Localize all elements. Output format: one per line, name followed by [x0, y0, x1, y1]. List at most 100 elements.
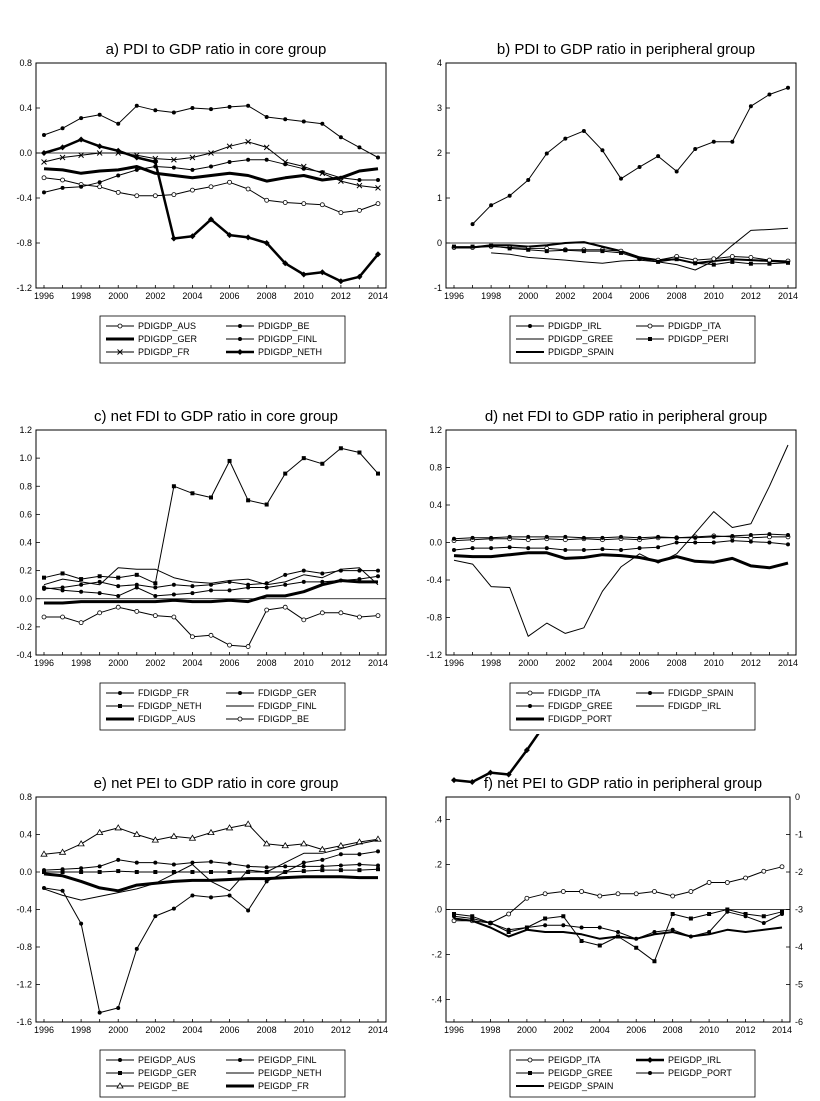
data-point: [189, 154, 196, 161]
x-tick-label: 1996: [34, 1025, 54, 1035]
y-tick-label: 1.0: [19, 453, 32, 463]
chart-a-title: a) PDI to GDP ratio in core group: [106, 41, 327, 58]
x-tick-label: 2002: [145, 1025, 165, 1035]
data-point: [262, 840, 271, 847]
data-point: [338, 178, 344, 184]
legend-label: PDIGDP_FR: [138, 347, 190, 357]
data-point: [780, 912, 784, 916]
data-point: [452, 912, 456, 916]
data-point: [60, 585, 65, 590]
data-point: [97, 610, 103, 616]
legend-label: FDIGDP_BE: [258, 714, 309, 724]
x-tick-label: 1998: [480, 1025, 500, 1035]
data-point: [743, 914, 748, 919]
legend-box: [99, 682, 346, 731]
data-point: [190, 584, 195, 589]
data-point: [227, 588, 232, 593]
data-point: [208, 632, 214, 638]
data-point: [320, 579, 325, 584]
y-tick-label: -1.2: [16, 980, 32, 990]
chart-d-plot-frame: [445, 429, 797, 656]
legend-label: PDIGDP_AUS: [138, 321, 196, 331]
data-point: [97, 864, 102, 869]
series-fdigdp-port: [453, 551, 789, 570]
data-point: [338, 868, 343, 873]
data-point: [357, 207, 362, 213]
data-point: [724, 880, 730, 885]
data-point: [376, 471, 380, 476]
series-line-peigdp-be: [43, 823, 379, 855]
data-point: [561, 914, 566, 919]
legend-box: [99, 315, 346, 364]
y-tick-label: -1.6: [16, 1017, 32, 1027]
legend-label: FDIGDP_GER: [258, 688, 317, 698]
data-point: [134, 609, 140, 614]
data-point: [693, 535, 698, 540]
data-point: [116, 1005, 121, 1010]
series-line-peigdp-fr: [43, 872, 378, 893]
data-point: [97, 180, 102, 185]
data-point: [246, 582, 251, 587]
chart-b-legend: PDIGDP_IRL PDIGDP_ITA PDIGDP_GREE PDIGDP_PE…: [509, 315, 756, 364]
x-tick-label: 2006: [220, 658, 240, 668]
data-point: [730, 538, 735, 543]
data-point: [748, 261, 753, 266]
data-point: [79, 870, 84, 874]
data-point: [338, 852, 343, 857]
data-point: [283, 117, 288, 122]
data-point: [489, 535, 494, 540]
legend-marker: [238, 324, 242, 328]
data-point: [729, 254, 735, 259]
data-point: [264, 607, 270, 613]
legend-marker: [647, 323, 653, 329]
data-point: [743, 912, 748, 916]
data-point: [451, 777, 457, 784]
x-tick-label: 2000: [517, 1025, 537, 1035]
data-point: [283, 864, 288, 869]
data-point: [116, 575, 121, 580]
legend-label: FDIGDP_SPAIN: [668, 688, 733, 698]
data-point: [60, 588, 65, 593]
data-point: [96, 143, 103, 150]
legend-marker: [527, 1057, 533, 1063]
x-tick-label: 2002: [145, 291, 165, 301]
series-fdigdp-neth: [42, 446, 380, 586]
data-point: [506, 927, 511, 932]
chart-d-svg: d) net FDI to GDP ratio in peripheral gr…: [426, 408, 798, 731]
data-point: [761, 921, 766, 925]
x-tick-label: 2012: [741, 291, 761, 301]
series-fdigdp-gree: [452, 538, 790, 552]
data-point: [301, 568, 306, 573]
data-point: [357, 568, 362, 573]
series-peigdp-finl: [42, 857, 380, 873]
data-point: [507, 534, 512, 539]
data-point: [41, 175, 47, 181]
data-point: [707, 930, 712, 934]
legend-label: PDIGDP_BE: [258, 321, 310, 331]
data-point: [376, 568, 380, 573]
data-point: [619, 548, 623, 552]
data-point: [579, 889, 584, 894]
y-tick-label: 1.2: [19, 425, 32, 435]
data-point: [79, 866, 84, 871]
data-point: [209, 859, 213, 864]
data-point: [227, 179, 232, 185]
chart-b-title: b) PDI to GDP ratio in peripheral group: [497, 41, 755, 58]
data-point: [301, 617, 307, 623]
legend-marker: [237, 716, 243, 722]
legend-label: FDIGDP_FINL: [258, 701, 317, 711]
data-point: [524, 925, 529, 930]
data-point: [227, 458, 232, 463]
data-point: [320, 571, 325, 576]
data-point: [563, 136, 568, 141]
data-point: [563, 548, 568, 552]
data-point: [637, 256, 642, 261]
data-point: [338, 863, 343, 868]
x-tick-label: 2010: [704, 658, 724, 668]
legend-box: [509, 315, 756, 364]
series-peigdp-gree: [452, 907, 784, 964]
y-tick-label: 0.4: [19, 830, 32, 840]
series-line-fdigdp-neth: [43, 447, 379, 584]
data-point: [171, 614, 177, 620]
legend-label: PEIGDP_FINL: [258, 1055, 317, 1065]
